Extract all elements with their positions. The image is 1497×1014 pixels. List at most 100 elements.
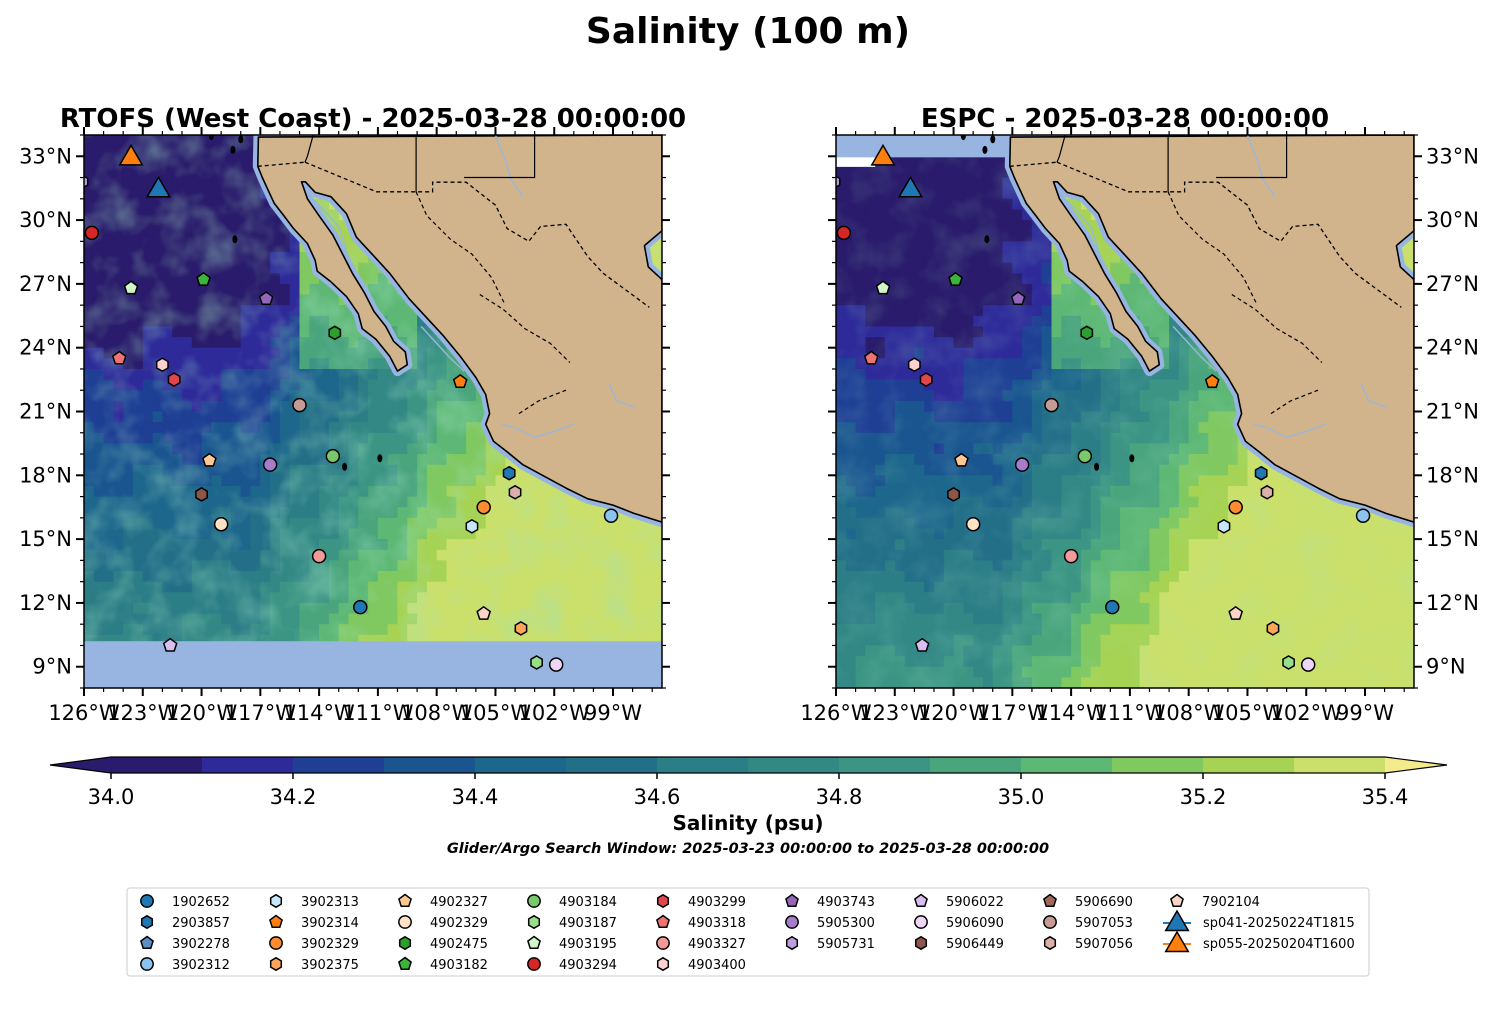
legend-marker xyxy=(527,914,541,930)
legend-label: 4903294 xyxy=(559,958,617,973)
legend-label: 3902313 xyxy=(301,895,359,910)
legend-item: 4902327 xyxy=(398,893,488,910)
legend-marker xyxy=(140,894,154,908)
marker-sp055-20250204T1600 xyxy=(118,143,144,166)
lon-tick-label: 114°W xyxy=(1035,701,1107,725)
lon-tick-label: 120°W xyxy=(166,701,238,725)
island-4 xyxy=(990,135,996,144)
legend-marker xyxy=(785,915,799,929)
state-line-3 xyxy=(1216,135,1288,179)
legend-label: 4902475 xyxy=(430,937,488,952)
lat-tick-label: 27°N xyxy=(1426,272,1479,296)
lon-tick-label: 111°W xyxy=(1094,701,1166,725)
marker-4903182 xyxy=(948,271,963,286)
legend-marker xyxy=(914,935,928,951)
legend-label: 4902327 xyxy=(430,895,488,910)
marker-3902313 xyxy=(1217,519,1231,534)
state-line-1 xyxy=(304,135,314,163)
colorbar-band xyxy=(839,757,931,773)
island-6 xyxy=(1094,462,1100,471)
legend-marker xyxy=(140,957,154,971)
legend-item: 5907056 xyxy=(1043,935,1133,952)
lon-tick-label: 114°W xyxy=(283,701,355,725)
marker-3902312 xyxy=(1355,508,1371,523)
marker-5907053 xyxy=(1044,397,1059,413)
legend-label: 4903195 xyxy=(559,937,617,952)
colorbar-tick-label: 34.0 xyxy=(88,785,135,809)
colorbar-band xyxy=(1021,757,1113,773)
legend-marker xyxy=(269,956,283,972)
legend-label: sp055-20250204T1600 xyxy=(1203,937,1355,952)
legend-label: 3902312 xyxy=(172,958,230,973)
marker-3902329 xyxy=(476,499,491,515)
legend-item: 4903182 xyxy=(398,956,488,973)
river-4 xyxy=(1360,383,1387,408)
legend-label: 5906690 xyxy=(1075,895,1133,910)
marker-sp055-20250204T1600 xyxy=(870,143,896,166)
marker-1902652 xyxy=(353,599,368,615)
colorbar-tick-label: 34.8 xyxy=(816,785,863,809)
lon-tick-label: 117°W xyxy=(225,701,297,725)
marker-5906449 xyxy=(195,487,208,502)
colorbar-tick-label: 35.2 xyxy=(1180,785,1227,809)
lon-tick-label: 120°W xyxy=(918,701,990,725)
legend-item: 3902312 xyxy=(140,957,230,973)
colorbar-tick-label: 34.4 xyxy=(452,785,499,809)
legend-marker xyxy=(398,915,412,929)
legend-item: 4902475 xyxy=(398,935,488,952)
marker-3902314 xyxy=(452,373,468,388)
lon-tick-label: 123°W xyxy=(859,701,931,725)
legend-marker xyxy=(398,956,412,970)
marker-4903195 xyxy=(123,280,139,295)
colorbar-band xyxy=(384,757,476,773)
legend-marker xyxy=(1043,935,1057,951)
marker-4903299 xyxy=(167,372,181,387)
colorbar-band xyxy=(930,757,1022,773)
island-2 xyxy=(982,145,988,154)
marker-4903743 xyxy=(258,291,274,306)
marker-5905731 xyxy=(836,175,841,189)
legend-label: sp041-20250224T1815 xyxy=(1203,916,1355,931)
legend-label: 5905300 xyxy=(817,916,875,931)
colorbar-band xyxy=(748,757,840,773)
legend-item: 2903857 xyxy=(140,914,230,931)
marker-4903187 xyxy=(1282,655,1295,670)
legend-label: 5906090 xyxy=(946,916,1004,931)
island-2 xyxy=(230,145,236,154)
figure-title: Salinity (100 m) xyxy=(586,11,910,52)
colorbar-tick-label: 34.2 xyxy=(270,785,317,809)
marker-4902327 xyxy=(954,452,969,467)
colorbar-band xyxy=(475,757,567,773)
lat-tick-label: 18°N xyxy=(1426,463,1479,487)
marker-3902375 xyxy=(514,621,528,636)
legend-item: 7902104 xyxy=(1170,893,1260,910)
legend-marker xyxy=(140,935,154,949)
legend-marker xyxy=(527,935,541,949)
island-5 xyxy=(377,454,383,463)
marker-4902329 xyxy=(965,516,981,532)
legend-marker xyxy=(269,936,283,950)
legend-label: 3902278 xyxy=(172,937,230,952)
lon-tick-label: 108°W xyxy=(401,701,473,725)
colorbar-extend-low xyxy=(50,757,111,773)
colorbar-band xyxy=(1112,757,1204,773)
map-panel-rtofs: 9°N 12°N 15°N 18°N 21°N 24°N 27°N 30°N 33°N 126°W… xyxy=(19,127,670,725)
state-line-3 xyxy=(464,135,536,179)
lat-tick-label: 24°N xyxy=(19,336,72,360)
legend-item: 1902652 xyxy=(140,894,230,910)
colorbar-tick-label: 35.4 xyxy=(1362,785,1409,809)
legend-item: 4902329 xyxy=(398,915,488,931)
marker-7902104 xyxy=(476,605,492,620)
legend-item: 4903184 xyxy=(527,894,617,910)
marker-4902329 xyxy=(213,516,229,532)
legend-item: 4903294 xyxy=(527,957,617,973)
legend-label: 2903857 xyxy=(172,916,230,931)
colorbar: 34.0 34.2 34.4 34.6 34.8 35.0 35.2 35.4 xyxy=(49,756,1448,809)
legend-label: 4903299 xyxy=(688,895,746,910)
marker-sp041-20250224T1815 xyxy=(145,175,171,198)
lon-tick-label: 123°W xyxy=(107,701,179,725)
marker-4903184 xyxy=(325,448,341,464)
border-mexico-us-west xyxy=(1009,161,1058,167)
marker-5907056 xyxy=(1260,484,1274,500)
marker-5906090 xyxy=(1300,657,1316,672)
